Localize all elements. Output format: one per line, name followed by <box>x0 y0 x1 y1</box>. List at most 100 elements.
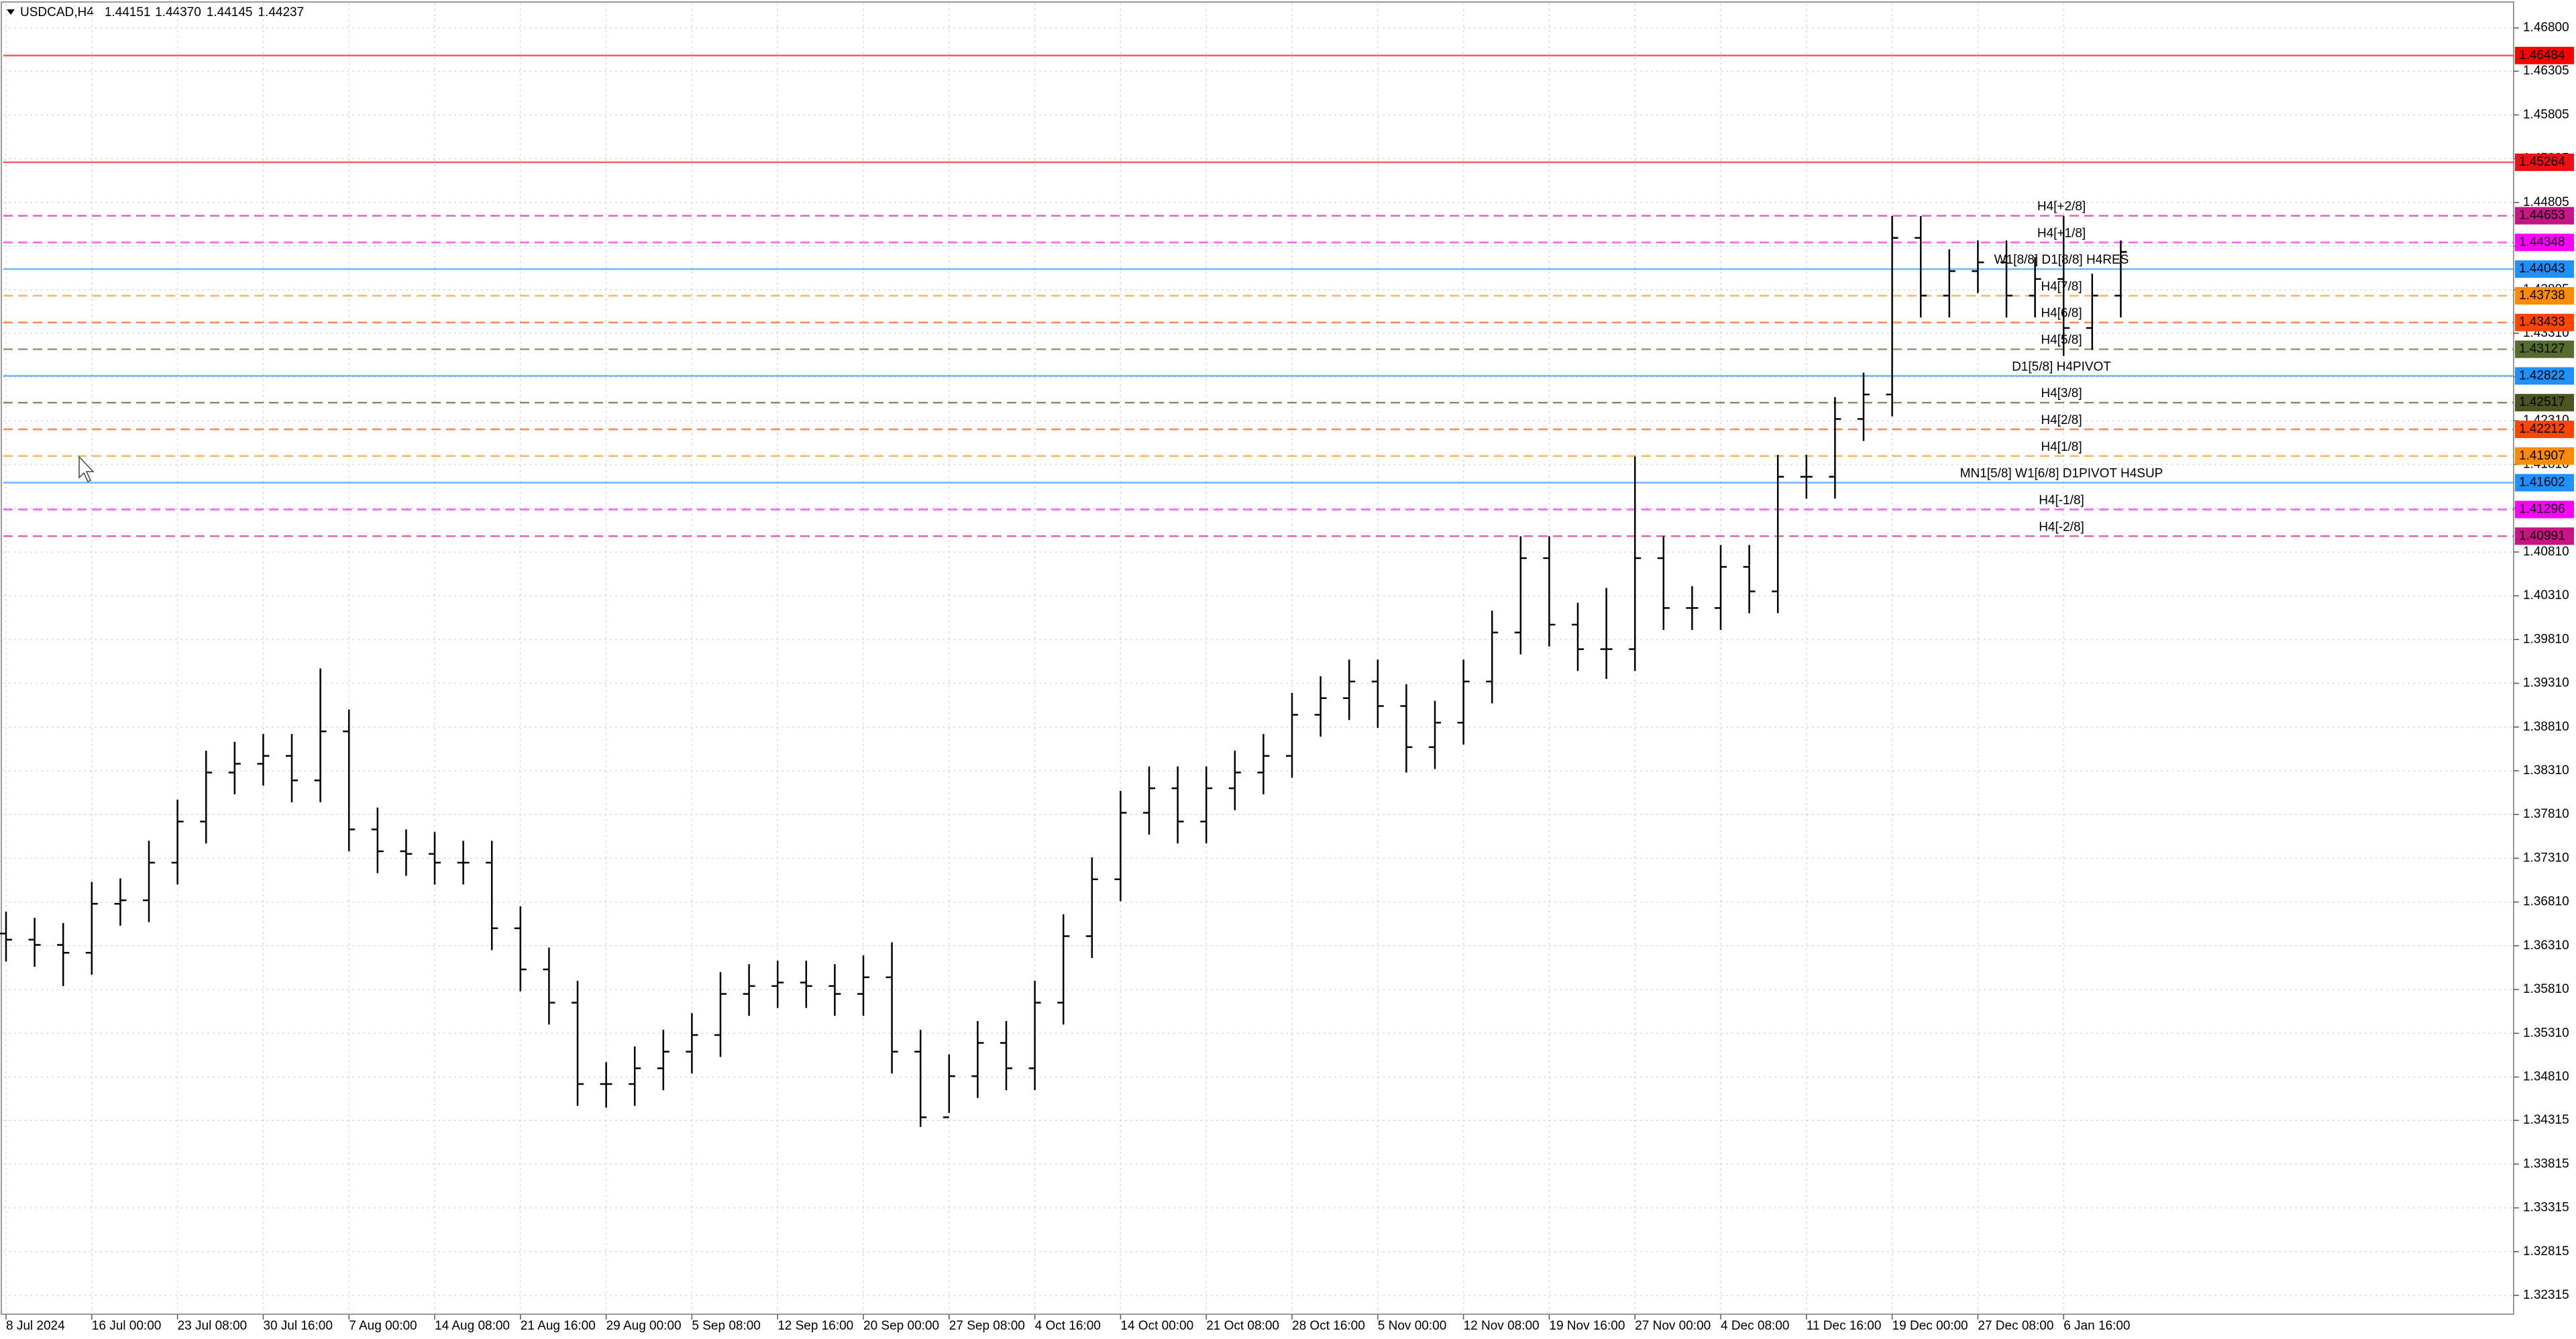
y-tick-label: 1.39310 <box>2523 676 2569 690</box>
chart-header: USDCAD,H4 1.44151 1.44370 1.44145 1.44237 <box>20 5 304 19</box>
x-tick-label: 19 Dec 00:00 <box>1892 1319 1968 1333</box>
x-tick-label: 14 Oct 00:00 <box>1120 1319 1193 1333</box>
y-tick-label: 1.34315 <box>2523 1113 2569 1127</box>
level-label: H4[7/8] <box>2041 280 2082 294</box>
x-tick-label: 16 Jul 00:00 <box>92 1319 162 1333</box>
y-tick-label: 1.40810 <box>2523 545 2569 559</box>
price-tag-label: 1.44348 <box>2519 235 2565 249</box>
level-label: H4[5/8] <box>2041 333 2082 347</box>
x-tick-label: 5 Nov 00:00 <box>1378 1319 1446 1333</box>
y-tick-label: 1.36310 <box>2523 939 2569 953</box>
level-label: H4[3/8] <box>2041 386 2082 400</box>
x-tick-label: 12 Sep 16:00 <box>777 1319 853 1333</box>
x-tick-label: 7 Aug 00:00 <box>349 1319 417 1333</box>
level-label: H4[+2/8] <box>2037 200 2086 214</box>
price-tag <box>2515 233 2574 252</box>
x-tick-label: 20 Sep 00:00 <box>863 1319 939 1333</box>
y-tick-label: 1.46800 <box>2523 21 2569 35</box>
y-tick-label: 1.33815 <box>2523 1157 2569 1171</box>
level-label: H4[-2/8] <box>2039 520 2084 534</box>
price-tag <box>2515 260 2574 278</box>
level-label: H4[6/8] <box>2041 307 2082 321</box>
x-tick-label: 30 Jul 16:00 <box>263 1319 333 1333</box>
close-price: 1.44237 <box>258 5 304 19</box>
price-tag <box>2515 500 2574 519</box>
x-tick-label: 19 Nov 16:00 <box>1549 1319 1625 1333</box>
price-tag <box>2515 340 2574 358</box>
high-price: 1.44370 <box>155 5 201 19</box>
level-label: H4[1/8] <box>2041 440 2082 454</box>
price-tag <box>2515 527 2574 545</box>
x-tick-label: 21 Oct 08:00 <box>1206 1319 1279 1333</box>
x-tick-label: 12 Nov 08:00 <box>1464 1319 1540 1333</box>
y-tick-label: 1.32315 <box>2523 1288 2569 1302</box>
price-tag <box>2515 207 2574 225</box>
y-tick-label: 1.45805 <box>2523 107 2569 121</box>
y-tick-label: 1.34810 <box>2523 1070 2569 1084</box>
level-label: H4[2/8] <box>2041 413 2082 427</box>
price-tag-label: 1.41296 <box>2519 502 2565 516</box>
price-tag-label: 1.46484 <box>2519 48 2565 62</box>
price-tag <box>2515 474 2574 492</box>
x-tick-label: 23 Jul 08:00 <box>178 1319 248 1333</box>
mouse-cursor <box>78 456 95 483</box>
price-tag <box>2515 447 2574 465</box>
y-tick-label: 1.39810 <box>2523 632 2569 646</box>
y-tick-label: 1.46305 <box>2523 64 2569 78</box>
price-tag <box>2515 313 2574 331</box>
price-tag-label: 1.42822 <box>2519 368 2565 382</box>
price-tag-label: 1.43738 <box>2519 288 2565 303</box>
price-tag-label: 1.42517 <box>2519 395 2565 409</box>
price-tag-label: 1.41602 <box>2519 476 2565 490</box>
y-tick-label: 1.35810 <box>2523 982 2569 996</box>
plot-frame <box>1 1 2514 1315</box>
price-tag-label: 1.44043 <box>2519 262 2565 276</box>
price-tag-label: 1.42212 <box>2519 422 2565 436</box>
x-tick-label: 14 Aug 08:00 <box>435 1319 510 1333</box>
x-tick-label: 27 Nov 00:00 <box>1635 1319 1711 1333</box>
price-tag-label: 1.44653 <box>2519 209 2565 223</box>
price-tag <box>2515 367 2574 385</box>
price-tag-label: 1.43433 <box>2519 315 2565 329</box>
open-price: 1.44151 <box>105 5 150 19</box>
symbol: USDCAD,H4 <box>20 5 94 19</box>
x-tick-label: 5 Sep 08:00 <box>692 1319 760 1333</box>
price-tag-label: 1.40991 <box>2519 529 2565 543</box>
x-tick-label: 21 Aug 16:00 <box>521 1319 596 1333</box>
level-label: D1[5/8] H4PIVOT <box>2012 360 2111 374</box>
level-label: W1[8/8] D1[8/8] H4RES <box>1994 253 2129 267</box>
price-tag-label: 1.43127 <box>2519 342 2565 356</box>
level-label: H4[+1/8] <box>2037 226 2086 240</box>
menu-arrow <box>7 9 15 15</box>
x-tick-label: 27 Sep 08:00 <box>949 1319 1025 1333</box>
price-tag <box>2515 153 2574 171</box>
y-tick-label: 1.40310 <box>2523 588 2569 602</box>
y-tick-label: 1.35310 <box>2523 1026 2569 1040</box>
x-tick-label: 4 Dec 08:00 <box>1721 1319 1789 1333</box>
y-tick-label: 1.37310 <box>2523 851 2569 865</box>
level-label: MN1[5/8] W1[6/8] D1PIVOT H4SUP <box>1960 467 2163 481</box>
x-tick-label: 8 Jul 2024 <box>6 1319 65 1333</box>
price-tag <box>2515 46 2574 64</box>
price-tag-label: 1.45264 <box>2519 155 2565 169</box>
y-tick-label: 1.38810 <box>2523 720 2569 734</box>
y-tick-label: 1.33315 <box>2523 1201 2569 1215</box>
x-tick-label: 4 Oct 16:00 <box>1035 1319 1101 1333</box>
price-tag <box>2515 286 2574 305</box>
price-tag <box>2515 394 2574 412</box>
x-tick-label: 27 Dec 08:00 <box>1978 1319 2053 1333</box>
x-tick-label: 6 Jan 16:00 <box>2063 1319 2130 1333</box>
x-tick-label: 29 Aug 00:00 <box>606 1319 682 1333</box>
low-price: 1.44145 <box>207 5 253 19</box>
price-tag <box>2515 420 2574 438</box>
y-tick-label: 1.38310 <box>2523 763 2569 778</box>
level-label: H4[-1/8] <box>2039 493 2084 507</box>
y-tick-label: 1.44805 <box>2523 195 2569 209</box>
x-tick-label: 28 Oct 16:00 <box>1292 1319 1365 1333</box>
y-tick-label: 1.37810 <box>2523 807 2569 821</box>
x-tick-label: 11 Dec 16:00 <box>1807 1319 1882 1333</box>
